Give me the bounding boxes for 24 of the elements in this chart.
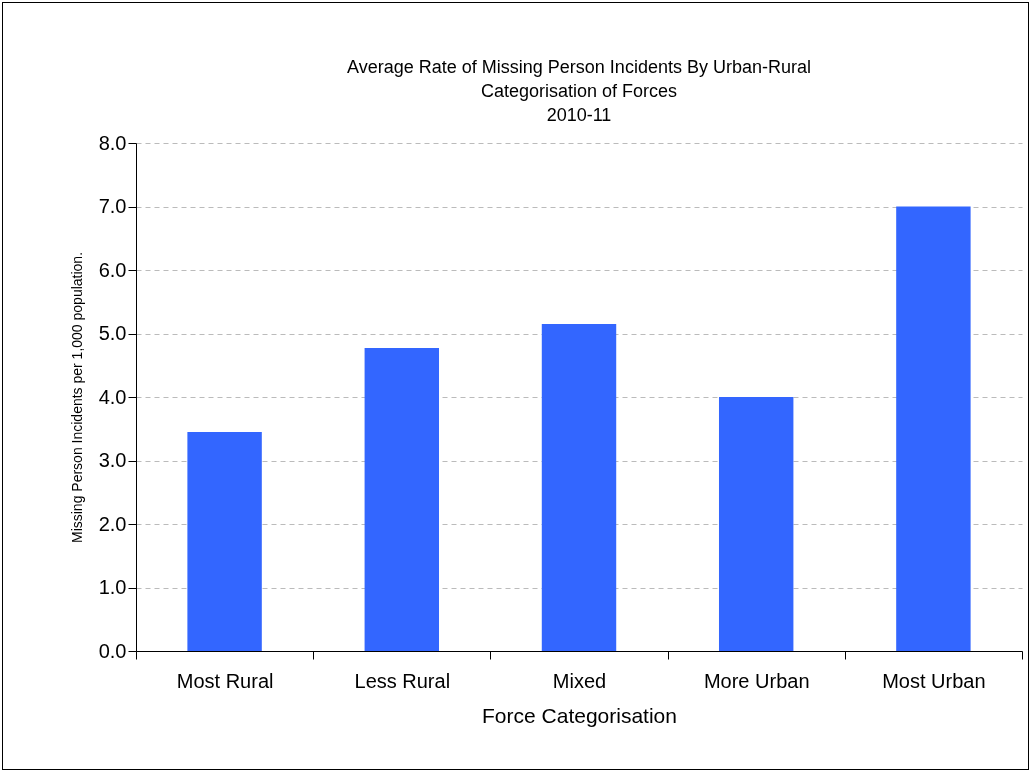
- y-tick-label: 1.0: [98, 576, 127, 598]
- y-tick-label: 7.0: [98, 195, 127, 217]
- bar: [718, 397, 794, 651]
- y-tick-label: 6.0: [98, 258, 127, 281]
- y-axis-title: Missing Person Incidents per 1,000 population.: [68, 251, 85, 544]
- bar: [896, 206, 971, 651]
- x-tick-label: More Urban: [703, 669, 810, 692]
- x-tick-label: Less Rural: [354, 669, 451, 692]
- text: 2010-11: [546, 105, 612, 125]
- y-tick-label: 5.0: [98, 322, 127, 344]
- y-tick-label: 2.0: [98, 512, 127, 535]
- x-tick-label: Mixed: [552, 669, 607, 692]
- x-axis-title: Force Categorisation: [482, 703, 677, 727]
- bar: [541, 323, 617, 651]
- y-tick-label: 4.0: [98, 385, 127, 408]
- y-tick-label: 3.0: [98, 449, 127, 471]
- y-tick-label: 8.0: [98, 131, 127, 154]
- x-tick-label: Most Urban: [882, 669, 986, 692]
- x-tick-label: Most Rural: [176, 669, 274, 692]
- bar: [364, 348, 440, 651]
- text: Average Rate of Missing Person Incidents By Urban-Rural: [347, 57, 811, 77]
- text: Categorisation of Forces: [480, 81, 678, 101]
- bar: [187, 431, 262, 651]
- y-tick-label: 0.0: [98, 639, 127, 662]
